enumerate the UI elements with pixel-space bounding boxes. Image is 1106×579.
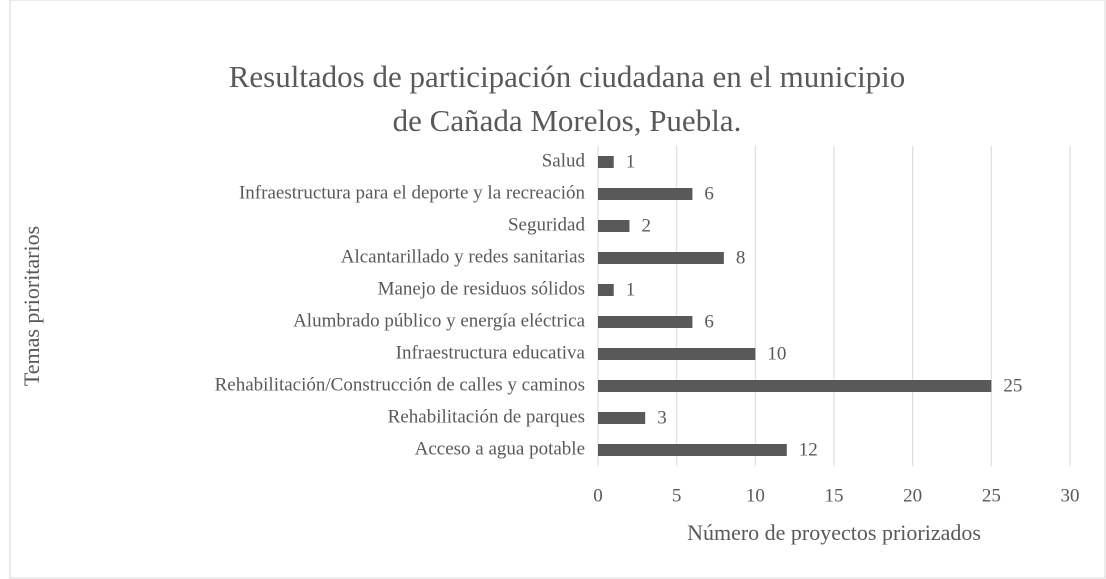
x-tick-label: 5: [672, 485, 682, 506]
x-tick-label: 30: [1061, 485, 1080, 506]
y-tick-label: Seguridad: [508, 214, 586, 235]
bar: [598, 444, 787, 456]
data-label: 3: [657, 407, 667, 428]
bar: [598, 156, 614, 168]
bar: [598, 380, 992, 392]
x-tick-label: 20: [903, 485, 922, 506]
bar: [598, 252, 724, 264]
y-tick-label: Alcantarillado y redes sanitarias: [341, 246, 585, 267]
bar: [598, 284, 614, 296]
y-tick-label: Salud: [542, 150, 586, 171]
y-tick-label: Acceso a agua potable: [415, 438, 585, 459]
data-label: 1: [626, 151, 636, 172]
bar: [598, 412, 646, 424]
y-tick-label: Alumbrado público y energía eléctrica: [293, 310, 585, 331]
data-label: 6: [704, 183, 714, 204]
data-label: 12: [799, 439, 818, 460]
bar: [598, 220, 630, 232]
chart-border: [9, 0, 1106, 579]
y-tick-label: Rehabilitación de parques: [388, 406, 585, 427]
chart-title: Resultados de participación ciudadana en…: [229, 59, 906, 94]
chart-title: de Cañada Morelos, Puebla.: [393, 103, 742, 138]
y-tick-label: Infraestructura para el deporte y la rec…: [239, 182, 586, 203]
data-label: 10: [767, 343, 786, 364]
x-tick-label: 15: [825, 485, 844, 506]
y-tick-label: Infraestructura educativa: [396, 342, 586, 363]
x-tick-label: 25: [982, 485, 1001, 506]
data-label: 8: [736, 247, 746, 268]
y-tick-label: Rehabilitación/Construcción de calles y …: [215, 374, 585, 395]
y-tick-label: Manejo de residuos sólidos: [378, 278, 585, 299]
data-label: 25: [1003, 375, 1022, 396]
data-label: 1: [626, 279, 636, 300]
data-label: 6: [704, 311, 714, 332]
x-axis-title: Número de proyectos priorizados: [687, 520, 981, 545]
bar: [598, 348, 756, 360]
data-label: 2: [641, 215, 651, 236]
y-axis-title: Temas prioritarios: [19, 226, 44, 386]
x-tick-label: 10: [746, 485, 765, 506]
x-tick-label: 0: [593, 485, 603, 506]
bar: [598, 316, 693, 328]
bar: [598, 188, 693, 200]
